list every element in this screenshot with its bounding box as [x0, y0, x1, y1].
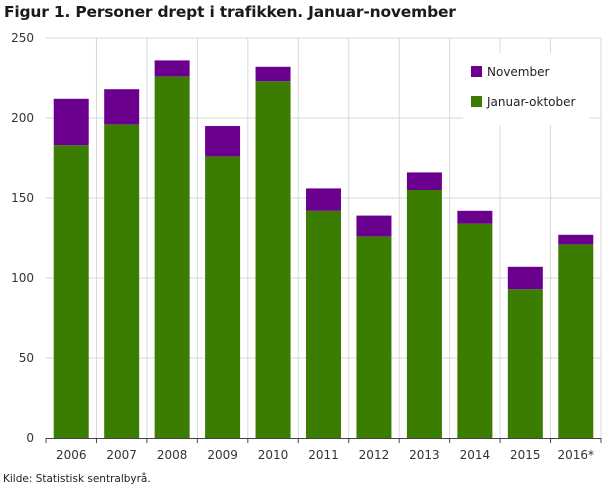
bar-november-2008	[154, 60, 190, 77]
legend-label-januar-oktober: Januar-oktober	[486, 95, 576, 109]
bar-januar-oktober-2010	[255, 81, 291, 438]
bar-januar-oktober-2013	[406, 190, 442, 438]
bar-januar-oktober-2015	[507, 289, 543, 438]
legend: November Januar-oktober	[463, 53, 589, 125]
bar-november-2010	[255, 66, 291, 82]
bar-januar-oktober-2007	[104, 124, 140, 439]
x-tick-label: 2013	[409, 448, 440, 462]
bar-januar-oktober-2008	[154, 76, 190, 439]
bar-november-2006	[53, 98, 89, 146]
y-tick-label: 0	[26, 431, 34, 445]
x-axis-tick-labels: 2006 2007 2008 2009 2010 2011 2012 2013 2014 2015…	[56, 448, 594, 462]
bar-november-2012	[356, 215, 392, 237]
bar-series	[53, 60, 594, 439]
x-tick-label: 2010	[258, 448, 289, 462]
x-tick-label: 2015	[510, 448, 541, 462]
bar-januar-oktober-2006	[53, 145, 89, 438]
bar-januar-oktober-2016	[558, 244, 594, 438]
legend-swatch-november	[471, 66, 482, 77]
bar-november-2016	[558, 234, 594, 245]
legend-swatch-januar-oktober	[471, 96, 482, 107]
y-tick-label: 150	[11, 191, 34, 205]
x-tick-label: 2012	[359, 448, 390, 462]
chart-title: Figur 1. Personer drept i trafikken. Jan…	[4, 3, 456, 21]
x-tick-label: 2006	[56, 448, 87, 462]
y-tick-label: 250	[11, 31, 34, 45]
x-tick-label: 2008	[157, 448, 188, 462]
axes	[45, 438, 602, 443]
x-tick-label: 2011	[308, 448, 339, 462]
legend-box	[463, 53, 589, 125]
x-tick-label: 2007	[106, 448, 137, 462]
bar-november-2014	[457, 210, 493, 224]
source-note: Kilde: Statistisk sentralbyrå.	[3, 473, 151, 485]
bar-november-2011	[306, 188, 341, 211]
y-tick-label: 50	[19, 351, 34, 365]
bar-november-2013	[406, 172, 442, 190]
x-tick-label: 2014	[460, 448, 491, 462]
y-tick-label: 100	[11, 271, 34, 285]
legend-label-november: November	[487, 65, 549, 79]
x-tick-label: 2009	[207, 448, 238, 462]
y-tick-label: 200	[11, 111, 34, 125]
bar-november-2007	[104, 89, 140, 125]
bar-november-2015	[507, 266, 543, 290]
bar-januar-oktober-2011	[306, 210, 341, 438]
bar-januar-oktober-2012	[356, 236, 392, 438]
y-axis-tick-labels: 0 50 100 150 200 250	[11, 31, 34, 445]
bar-januar-oktober-2014	[457, 223, 493, 438]
bar-januar-oktober-2009	[205, 156, 241, 438]
bar-november-2009	[205, 126, 241, 157]
x-tick-label: 2016*	[557, 448, 594, 462]
